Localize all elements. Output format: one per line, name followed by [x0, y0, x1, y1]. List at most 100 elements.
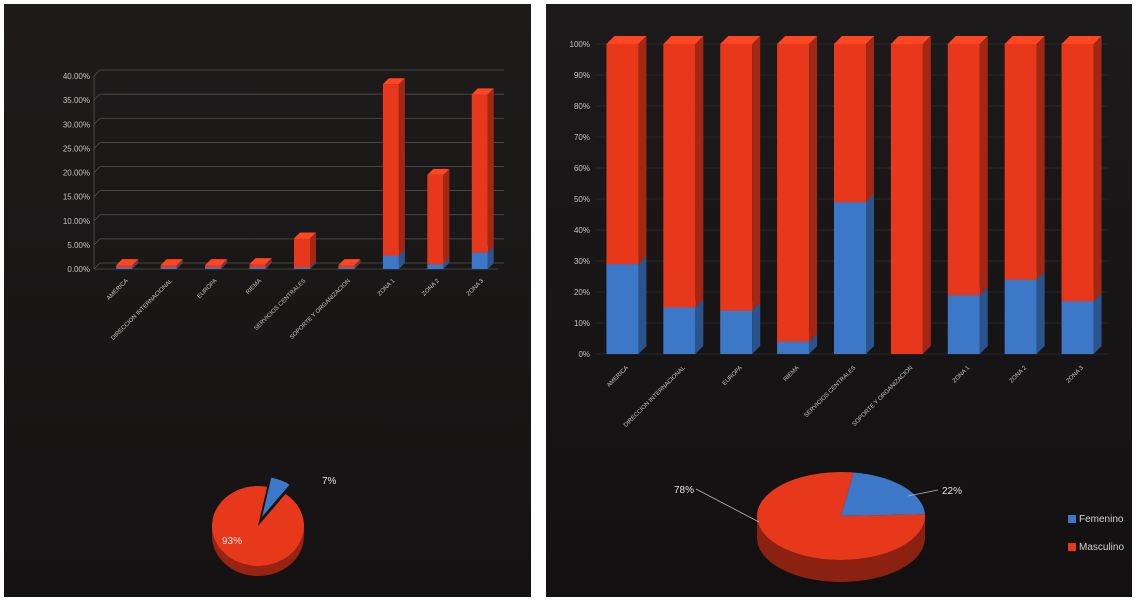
legend-swatch-masculino	[1068, 543, 1076, 551]
bar-masculino-zona-3-side	[487, 88, 494, 253]
bar-femenino-riema-side	[809, 333, 818, 354]
bar-femenino-zona-3	[471, 252, 488, 269]
bar-femenino-america	[606, 264, 639, 354]
bar-masculino-zona-2-top	[427, 168, 450, 175]
x-category-label: RIEMA	[245, 278, 263, 296]
y-tick-label: 40%	[574, 226, 590, 235]
bar-masculino-america-side	[132, 259, 139, 268]
bar-femenino-zona-3	[1061, 301, 1094, 354]
bar-masculino-zona-1	[947, 44, 980, 296]
bar-masculino-soporte-y-organizacion-side	[354, 259, 361, 268]
bar-masculino-zona-3-top	[1061, 36, 1102, 44]
x-category-label: SERVICIOS CENTRALES	[253, 278, 307, 332]
bar-femenino-europa	[720, 310, 753, 354]
bar-femenino-direccion-internacional	[160, 267, 177, 269]
x-category-label: ZONA 3	[466, 278, 486, 298]
x-category-label: EUROPA	[197, 278, 219, 300]
pie-label-93: 93%	[222, 536, 242, 547]
y-tick-label: 15.00%	[63, 193, 90, 202]
gridline-diag	[93, 238, 101, 246]
bar-masculino-zona-2-side	[1036, 36, 1045, 280]
x-category-label: ZONA 3	[1066, 365, 1086, 385]
bar-masculino-zona-1-side	[979, 36, 988, 296]
bar-masculino-zona-2-side	[443, 168, 450, 265]
pie-slice-22	[841, 472, 925, 516]
y-tick-label: 70%	[574, 133, 590, 142]
bar-femenino-riema	[249, 267, 266, 269]
left-charts-svg: 0.00% 5.00% 10.00% 15.00% 20.00% 25.00% 30.00%…	[63, 69, 504, 576]
x-category-label: AMERICA	[106, 278, 130, 302]
bar-femenino-america-side	[132, 261, 139, 269]
gridline-diag	[93, 142, 101, 149]
bar-masculino-zona-1	[382, 84, 399, 256]
pie-label-22: 22%	[942, 486, 962, 497]
x-category-label: RIEMA	[783, 365, 801, 383]
bar-femenino-zona-3-side	[1093, 293, 1102, 354]
bar-masculino-europa-side	[752, 36, 761, 311]
x-category-label: EUROPA	[722, 365, 744, 387]
bar-masculino-soporte-y-organizacion-side	[922, 36, 931, 354]
gridline-diag	[93, 117, 101, 125]
bar-femenino-europa-side	[221, 261, 228, 269]
gridline-diag	[93, 214, 101, 222]
pie-side	[757, 516, 925, 582]
y-tick-label: 40.00%	[63, 72, 90, 81]
bar-masculino-america	[606, 44, 639, 265]
gridline-diag	[93, 190, 101, 197]
bar-femenino-zona-2-side	[1036, 271, 1045, 354]
bar-femenino-direccion-internacional	[663, 307, 696, 354]
bar-masculino-riema-top	[249, 258, 272, 265]
right-panel: 0% 10% 20% 30% 40% 50% 60% 70% 80% 90% 100% AMERICA…	[546, 4, 1132, 597]
y-tick-label: 100%	[570, 40, 590, 49]
bar-masculino-zona-1-top	[382, 78, 405, 85]
left-panel: 0.00% 5.00% 10.00% 15.00% 20.00% 25.00% 30.00%…	[4, 4, 531, 597]
bar-masculino-servicios-centrales-side	[866, 36, 874, 203]
bar-masculino-soporte-y-organizacion-top	[338, 259, 361, 266]
bar-masculino-europa-top	[205, 259, 228, 266]
y-tick-label: 30.00%	[63, 120, 90, 129]
leader-line-22	[907, 489, 939, 497]
bar-masculino-zona-3	[471, 94, 488, 253]
right-pie-chart: 22% 78%	[674, 472, 962, 582]
leader-line-78	[695, 488, 760, 523]
bar-masculino-riema-top	[777, 36, 818, 44]
bar-masculino-europa	[720, 44, 753, 311]
bar-masculino-riema	[249, 264, 266, 268]
x-category-label: AMERICA	[606, 365, 630, 389]
bar-masculino-riema	[777, 44, 810, 342]
legend-label-femenino: Femenino	[1079, 514, 1124, 525]
bar-masculino-direccion-internacional-top	[663, 36, 704, 44]
bar-masculino-servicios-centrales-top	[834, 36, 874, 44]
bar-femenino-servicios-centrales-side	[866, 194, 874, 354]
x-category-label: SERVICIOS CENTRALES	[803, 365, 857, 419]
bar-masculino-america-top	[116, 259, 139, 266]
bar-femenino-servicios-centrales	[834, 202, 866, 354]
bar-masculino-zona-2	[427, 174, 444, 265]
bar-femenino-zona-2-side	[443, 258, 450, 269]
x-category-label: ZONA 1	[377, 278, 397, 298]
left-pie-chart: 7% 93%	[212, 476, 337, 576]
y-tick-label: 60%	[574, 164, 590, 173]
bar-masculino-soporte-y-organizacion-top	[890, 36, 931, 44]
bar-masculino-soporte-y-organizacion	[890, 44, 923, 354]
bar-femenino-zona-1	[382, 255, 399, 269]
bar-femenino-servicios-centrales-side	[310, 261, 316, 269]
pie-slice-78	[757, 472, 925, 560]
right-bar-chart: 0% 10% 20% 30% 40% 50% 60% 70% 80% 90% 100% AMERICA…	[570, 36, 1108, 429]
bar-femenino-europa	[205, 267, 222, 269]
bar-femenino-direccion-internacional-side	[176, 261, 183, 269]
bar-masculino-direccion-internacional-top	[160, 259, 183, 266]
bar-masculino-america	[116, 265, 133, 268]
bar-masculino-direccion-internacional-side	[695, 36, 704, 308]
x-category-label: DIRECCION INTERNACIONAL	[623, 365, 687, 429]
y-tick-label: 10.00%	[63, 217, 90, 226]
bar-masculino-america-top	[606, 36, 647, 44]
y-tick-label: 30%	[574, 257, 590, 266]
legend-swatch-femenino	[1068, 515, 1076, 523]
bar-masculino-zona-3-top	[471, 88, 494, 95]
bar-masculino-zona-1-top	[947, 36, 988, 44]
x-category-label: SOPORTE Y ORGANIZACION	[852, 365, 915, 428]
y-tick-label: 90%	[574, 71, 590, 80]
x-category-label: ZONA 2	[421, 278, 441, 298]
bar-femenino-europa-side	[752, 302, 761, 354]
